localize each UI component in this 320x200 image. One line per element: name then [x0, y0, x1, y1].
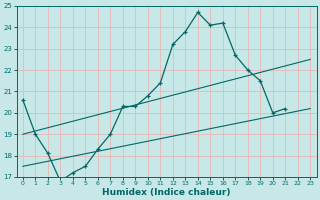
X-axis label: Humidex (Indice chaleur): Humidex (Indice chaleur) — [102, 188, 231, 197]
